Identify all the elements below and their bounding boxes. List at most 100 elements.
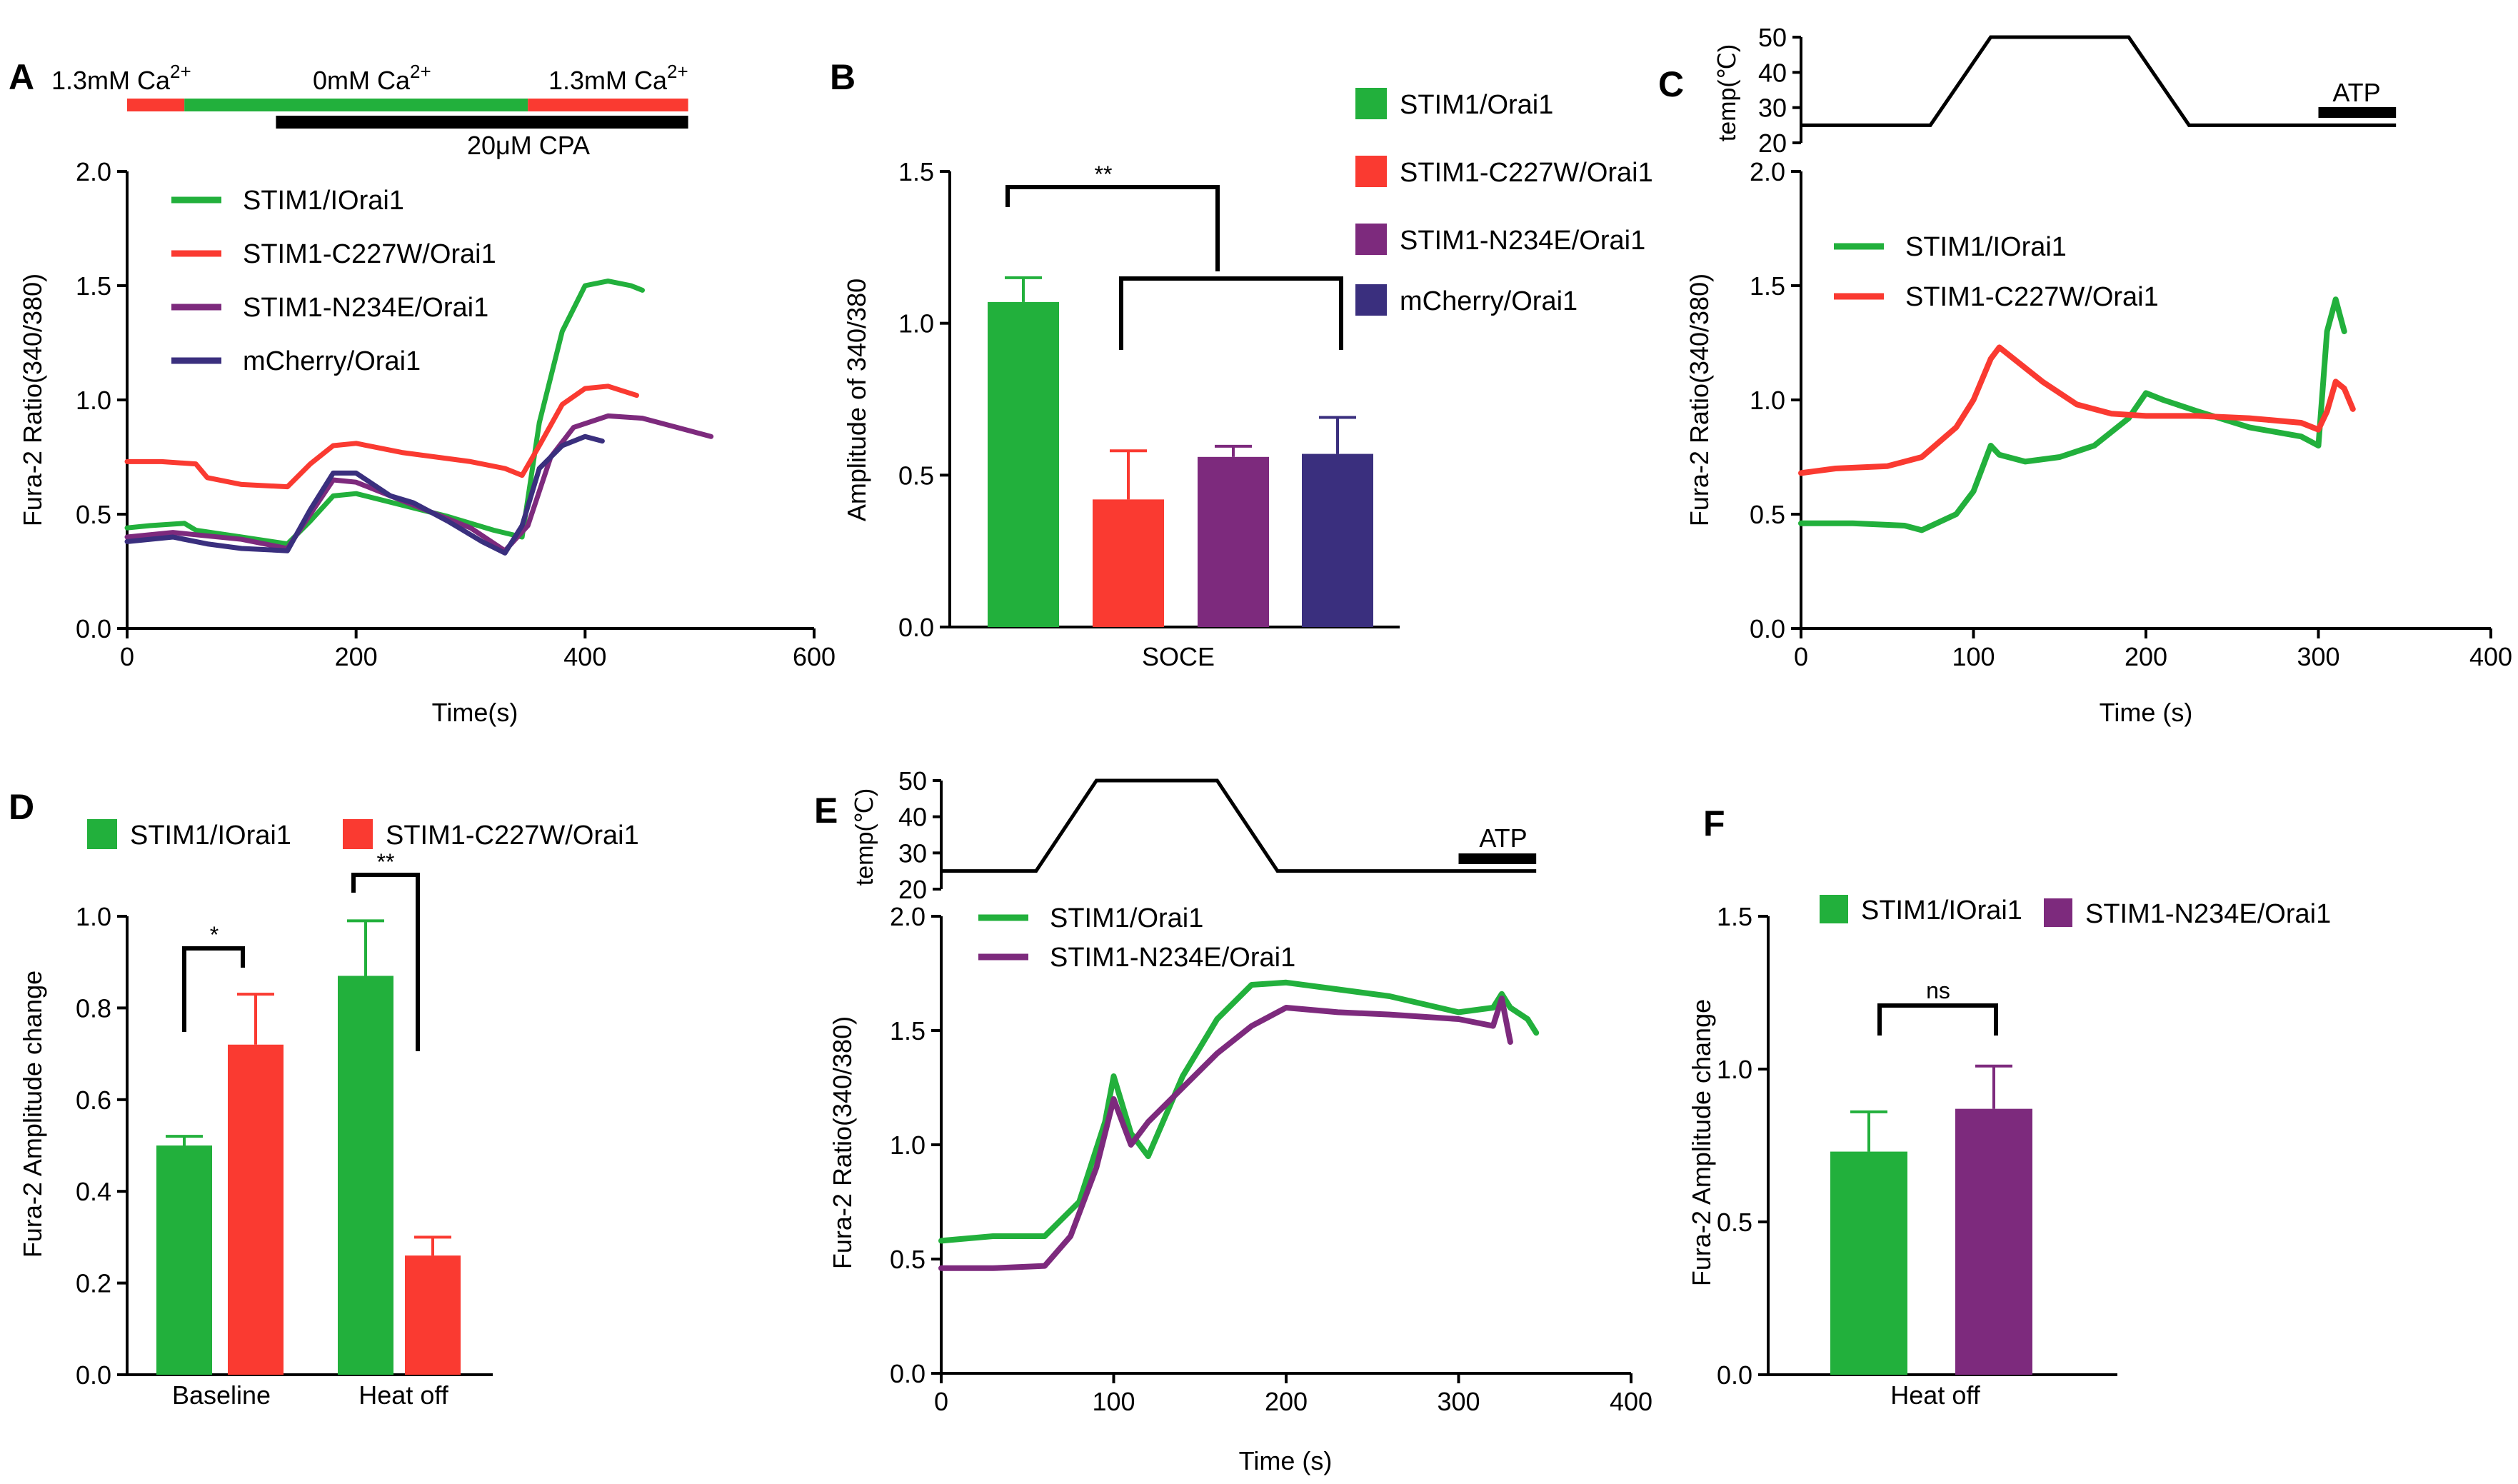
protocol-segment-1 bbox=[184, 99, 528, 111]
x-tick-label-A: 400 bbox=[563, 642, 606, 671]
panel-label-D: D bbox=[9, 787, 34, 827]
legend-swatch-F-0 bbox=[1820, 895, 1848, 923]
bar-B-3-0 bbox=[1302, 453, 1373, 627]
legend-label-A-2: STIM1-N234E/Orai1 bbox=[243, 293, 488, 323]
y-tick-label-D: 0.6 bbox=[76, 1086, 111, 1115]
x-tick-label-C: 400 bbox=[2469, 642, 2512, 671]
legend-label-A-3: mCherry/Orai1 bbox=[243, 346, 421, 376]
x-tick-label-E: 100 bbox=[1092, 1387, 1135, 1416]
y-axis-label-C: Fura-2 Ratio(340/380) bbox=[1685, 274, 1714, 526]
temp-y-tick-label-C: 20 bbox=[1758, 129, 1787, 158]
legend-swatch-B-1 bbox=[1355, 156, 1387, 187]
sig-bracket-D-1 bbox=[182, 946, 245, 1032]
drug-label-atp-E: ATP bbox=[1479, 823, 1527, 853]
x-tick-label-C: 200 bbox=[2125, 642, 2167, 671]
category-label-F: Heat off bbox=[1890, 1380, 1980, 1410]
temp-y-tick-label-C: 50 bbox=[1758, 23, 1787, 52]
category-label-B: SOCE bbox=[1142, 642, 1215, 671]
legend-swatch-B-3 bbox=[1355, 284, 1387, 316]
y-tick-label-A: 1.5 bbox=[76, 271, 111, 301]
legend-label-E-1: STIM1-N234E/Orai1 bbox=[1050, 943, 1295, 973]
y-tick-label-A: 0.5 bbox=[76, 500, 111, 529]
y-axis-label-D: Fura-2 Amplitude change bbox=[18, 971, 47, 1258]
y-tick-label-C: 1.5 bbox=[1750, 271, 1785, 301]
y-tick-label-F: 0.0 bbox=[1717, 1360, 1752, 1390]
y-tick-label-D: 0.4 bbox=[76, 1177, 111, 1206]
panel-label-E: E bbox=[814, 791, 838, 831]
x-axis-label-E: Time (s) bbox=[1239, 1446, 1333, 1475]
legend-label-C-0: STIM1/IOrai1 bbox=[1905, 232, 2067, 262]
protocol-label-sup: 2+ bbox=[410, 61, 431, 82]
series-line-C-0 bbox=[1798, 296, 2347, 533]
x-tick-label-E: 400 bbox=[1610, 1387, 1652, 1416]
legend-label-B-1: STIM1-C227W/Orai1 bbox=[1400, 158, 1653, 188]
x-tick-label-C: 300 bbox=[2297, 642, 2339, 671]
protocol-label-text: 1.3mM Ca bbox=[548, 66, 668, 95]
x-axis-label-C: Time (s) bbox=[2100, 698, 2193, 727]
y-tick-label-E: 0.5 bbox=[890, 1245, 926, 1274]
panel-label-B: B bbox=[830, 57, 856, 97]
legend-label-F-0: STIM1/IOrai1 bbox=[1861, 896, 2022, 926]
temp-y-label-C: temp(℃) bbox=[1714, 44, 1741, 141]
x-tick-label-E: 200 bbox=[1265, 1387, 1308, 1416]
sig-label-F: ns bbox=[1926, 978, 1950, 1003]
y-tick-label-E: 2.0 bbox=[890, 902, 926, 931]
drug-bar-atp-E bbox=[1458, 853, 1537, 864]
y-tick-label-D: 0.8 bbox=[76, 993, 111, 1023]
category-label-D-1: Heat off bbox=[358, 1380, 448, 1410]
protocol-label-2: 1.3mM Ca2+ bbox=[548, 61, 688, 95]
temp-y-tick-label-E: 50 bbox=[898, 766, 927, 796]
series-line-A-1 bbox=[124, 383, 639, 490]
protocol-label-text: 1.3mM Ca bbox=[51, 66, 171, 95]
y-tick-label-F: 1.5 bbox=[1717, 902, 1752, 931]
y-tick-label-A: 2.0 bbox=[76, 157, 111, 186]
temp-y-label-E: temp(℃) bbox=[851, 788, 878, 886]
drug-bar-cpa bbox=[276, 116, 688, 129]
protocol-label-sup: 2+ bbox=[667, 61, 688, 82]
y-tick-label-E: 1.5 bbox=[890, 1016, 926, 1046]
series-line-E-0 bbox=[938, 979, 1540, 1244]
temp-trace-E bbox=[941, 778, 1537, 873]
y-tick-label-B: 0.5 bbox=[898, 461, 934, 490]
x-tick-label-A: 200 bbox=[335, 642, 378, 671]
protocol-segment-0 bbox=[127, 99, 185, 111]
bar-D-0-0 bbox=[156, 1145, 212, 1375]
protocol-label-text: 0mM Ca bbox=[313, 66, 411, 95]
legend-label-C-1: STIM1-C227W/Orai1 bbox=[1905, 282, 2159, 312]
y-tick-label-F: 0.5 bbox=[1717, 1208, 1752, 1237]
y-tick-label-F: 1.0 bbox=[1717, 1055, 1752, 1084]
bar-D-1-1 bbox=[405, 1255, 461, 1375]
y-axis-label-E: Fura-2 Ratio(340/380) bbox=[828, 1016, 857, 1269]
y-tick-label-D: 1.0 bbox=[76, 902, 111, 931]
legend-label-D-0: STIM1/IOrai1 bbox=[130, 821, 291, 851]
y-tick-label-D: 0.0 bbox=[76, 1360, 111, 1390]
bar-F-1-0 bbox=[1955, 1108, 2032, 1375]
sig-label-D-1: ** bbox=[377, 849, 395, 875]
bar-B-2-0 bbox=[1198, 456, 1269, 627]
y-tick-label-E: 1.0 bbox=[890, 1130, 926, 1160]
y-tick-label-B: 1.0 bbox=[898, 309, 934, 339]
sig-label-D-0: * bbox=[210, 922, 219, 948]
series-line-C-1 bbox=[1798, 344, 2356, 476]
bar-D-1-0 bbox=[228, 1044, 284, 1375]
drug-bar-atp-C bbox=[2318, 107, 2397, 118]
temp-y-tick-label-E: 30 bbox=[898, 838, 927, 868]
y-tick-label-A: 1.0 bbox=[76, 386, 111, 415]
bar-F-0-0 bbox=[1830, 1151, 1907, 1375]
x-tick-label-A: 0 bbox=[120, 642, 134, 671]
series-line-A-0 bbox=[124, 279, 645, 547]
legend-swatch-D-1 bbox=[343, 819, 373, 849]
sig-bracket-F bbox=[1877, 1003, 1998, 1036]
bar-B-0-0 bbox=[988, 301, 1059, 627]
protocol-label-sup: 2+ bbox=[170, 61, 191, 82]
sig-bracket-B-1 bbox=[1005, 185, 1220, 271]
y-axis-label-F: Fura-2 Amplitude change bbox=[1687, 999, 1716, 1286]
y-axis-label-B: Amplitude of 340/380 bbox=[842, 279, 871, 521]
bar-D-0-1 bbox=[338, 976, 393, 1375]
sig-bracket-D-2 bbox=[351, 873, 420, 1051]
legend-label-B-2: STIM1-N234E/Orai1 bbox=[1400, 226, 1645, 256]
panel-label-C: C bbox=[1658, 64, 1684, 104]
temp-y-tick-label-E: 40 bbox=[898, 803, 927, 832]
protocol-label-1: 0mM Ca2+ bbox=[313, 61, 431, 95]
